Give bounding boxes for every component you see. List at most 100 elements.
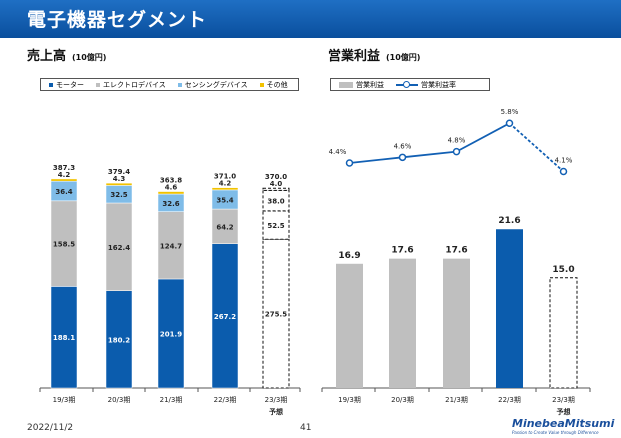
sales-legend: モーター エレクトロデバイス センシングデバイス その他: [40, 78, 299, 91]
logo-name: MinebeaMitsumi: [512, 417, 615, 430]
profit-bar: [443, 258, 470, 388]
profit-category-label: 20/3期: [391, 396, 414, 404]
logo-tagline: Passion to Create Value through Differen…: [512, 430, 599, 435]
sales-other-label: 4.2: [219, 180, 232, 188]
legend-swatch-margin: [396, 80, 418, 89]
sales-segment-label: 64.2: [216, 223, 233, 231]
sales-unit: (10億円): [72, 53, 107, 62]
sales-segment-label: 124.7: [160, 242, 182, 250]
left-chart-title: 売上高 (10億円): [27, 45, 106, 64]
sales-bar-segment: [211, 187, 239, 191]
sales-bar-segment: [105, 202, 133, 291]
profit-value-label: 16.9: [338, 251, 360, 261]
margin-point: [505, 119, 514, 127]
legend-label-margin: 営業利益率: [421, 80, 456, 89]
sales-bar-segment: [50, 286, 78, 389]
profit-value-label: 15.0: [552, 265, 574, 275]
profit-bar: [549, 277, 578, 389]
profit-title: 営業利益: [328, 49, 381, 64]
margin-line-segment: [508, 122, 565, 173]
legend-swatch-profit: [339, 81, 353, 88]
sales-category-label: 19/3期: [53, 396, 76, 404]
sales-category-label: 21/3期: [160, 396, 183, 404]
legend-swatch-electro: [96, 82, 100, 87]
legend-label-other: その他: [266, 80, 288, 89]
sales-bar-segment: [262, 187, 290, 191]
margin-line-segment: [456, 122, 510, 153]
sales-bar-segment: [50, 200, 78, 287]
sales-other-label: 4.0: [270, 180, 283, 188]
sales-category-label: 20/3期: [108, 396, 131, 404]
sales-segment-label: 38.0: [267, 198, 284, 206]
sales-segment-label: 180.2: [108, 336, 130, 344]
right-chart-title: 営業利益 (10億円): [328, 45, 420, 64]
margin-point: [398, 153, 407, 162]
page-number: 41: [300, 423, 312, 433]
profit-bar: [496, 229, 523, 388]
sales-other-label: 4.6: [165, 184, 178, 192]
sales-bar-segment: [211, 243, 239, 389]
sales-category-label: 22/3期: [214, 396, 237, 404]
profit-unit: (10億円): [386, 53, 421, 62]
profit-category-label: 21/3期: [445, 396, 468, 404]
sales-bar-segment: [157, 278, 185, 389]
sales-segment-label: 188.1: [53, 334, 75, 342]
sales-total-label: 379.4: [108, 168, 130, 176]
sales-category-label: 23/3期: [265, 396, 288, 404]
sales-other-label: 4.3: [113, 175, 126, 183]
legend-item-sensing: センシングデバイス: [177, 80, 248, 90]
footer-date: 2022/11/2: [27, 423, 74, 433]
profit-forecast-note: 予想: [557, 407, 571, 416]
sales-segment-label: 52.5: [267, 222, 284, 230]
margin-label: 4.1%: [555, 157, 573, 165]
profit-value-label: 17.6: [445, 246, 467, 256]
sales-other-label: 4.2: [58, 171, 71, 179]
legend-label-profit: 営業利益: [356, 80, 384, 89]
sales-segment-label: 35.4: [216, 196, 233, 204]
sales-bar-segment: [105, 182, 133, 186]
margin-point: [559, 167, 568, 176]
legend-swatch-motor: [49, 82, 53, 87]
sales-segment-label: 36.4: [55, 188, 72, 196]
sales-segment-label: 267.2: [214, 313, 236, 321]
sales-bar-segment: [262, 210, 290, 240]
sales-segment-label: 32.6: [162, 200, 179, 208]
legend-item-electro: エレクトロデバイス: [96, 80, 166, 90]
profit-category-label: 22/3期: [498, 396, 521, 404]
sales-title: 売上高: [27, 49, 67, 64]
sales-bar-segment: [157, 191, 185, 195]
legend-swatch-other: [259, 82, 264, 87]
legend-item-motor: モーター: [49, 80, 84, 90]
sales-segment-label: 201.9: [160, 330, 182, 338]
profit-bar: [389, 258, 416, 388]
margin-label: 5.8%: [501, 108, 519, 116]
sales-segment-label: 158.5: [53, 241, 75, 249]
sales-segment-label: 162.4: [108, 244, 130, 252]
margin-label: 4.6%: [394, 142, 412, 150]
sales-total-label: 363.8: [160, 177, 182, 185]
margin-label: 4.4%: [329, 148, 347, 156]
margin-line-segment: [402, 150, 457, 159]
sales-bar-segment: [50, 178, 78, 182]
profit-value-label: 21.6: [498, 216, 520, 226]
profit-category-label: 23/3期: [552, 396, 575, 404]
legend-item-operating-profit: 営業利益: [339, 80, 384, 90]
legend-label-motor: モーター: [56, 80, 84, 89]
margin-point: [345, 159, 354, 167]
page-title: 電子機器セグメント: [27, 9, 208, 31]
margin-label: 4.8%: [448, 137, 466, 145]
legend-item-other: その他: [259, 80, 288, 90]
sales-bar-segment: [105, 290, 133, 389]
margin-point: [452, 147, 461, 156]
margin-line-segment: [349, 156, 403, 164]
sales-segment-label: 275.5: [265, 311, 287, 319]
sales-total-label: 371.0: [214, 173, 236, 181]
profit-category-label: 19/3期: [338, 396, 361, 404]
company-logo: MinebeaMitsumi Passion to Create Value t…: [512, 417, 614, 435]
sales-forecast-note: 予想: [269, 407, 283, 416]
profit-value-label: 17.6: [391, 246, 413, 256]
legend-label-sensing: センシングデバイス: [184, 80, 248, 89]
legend-item-profit-margin: 営業利益率: [396, 80, 456, 90]
sales-bar-segment: [157, 211, 185, 280]
